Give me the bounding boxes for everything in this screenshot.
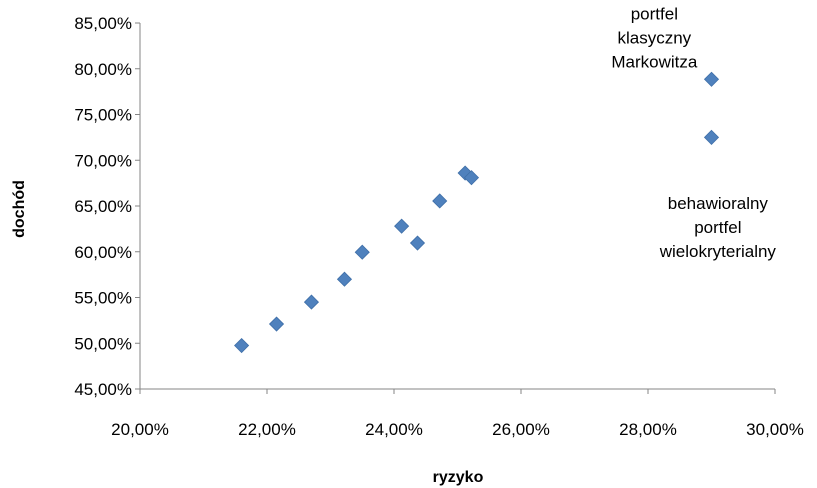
annotation-line: portfel [694,218,741,237]
y-tick-label: 75,00% [74,106,132,125]
data-point [336,271,353,287]
annotation-line: wielokryterialny [659,242,777,261]
data-point [303,294,320,310]
data-point [703,71,720,87]
x-tick-label: 30,00% [746,420,804,439]
data-point [394,218,410,234]
data-point [409,235,426,251]
x-tick-label: 20,00% [111,420,169,439]
x-tick-label: 24,00% [365,420,423,439]
y-tick-label: 50,00% [74,334,132,353]
annotation-line: Markowitza [611,52,698,71]
annotation-line: klasyczny [618,28,692,47]
x-axis: 20,00% 22,00% 24,00% 26,00% 28,00% 30,00% [111,388,804,439]
x-axis-title: ryzyko [433,469,484,486]
data-point [268,316,285,332]
y-tick-label: 60,00% [74,243,132,262]
y-tick-label: 65,00% [74,197,132,216]
data-point [354,244,370,260]
y-axis-title: dochód [11,180,28,238]
y-tick-label: 55,00% [74,289,132,308]
x-tick-label: 26,00% [492,420,550,439]
data-points [234,71,720,354]
y-tick-label: 85,00% [74,14,132,33]
y-tick-label: 80,00% [74,60,132,79]
data-point [703,129,720,145]
annotations: portfel klasyczny Markowitza behawioralny po… [611,4,776,261]
x-tick-label: 22,00% [238,420,296,439]
annotation-line: portfel [631,4,678,23]
data-point [432,193,448,209]
annotation-line: behawioralny [668,194,769,213]
y-tick-label: 70,00% [74,151,132,170]
y-axis: 45,00% 50,00% 55,00% 60,00% 65,00% 70,00% 75,0… [74,14,141,399]
x-tick-label: 28,00% [619,420,677,439]
data-point [234,337,250,354]
y-tick-label: 45,00% [74,380,132,399]
data-point [463,170,480,186]
